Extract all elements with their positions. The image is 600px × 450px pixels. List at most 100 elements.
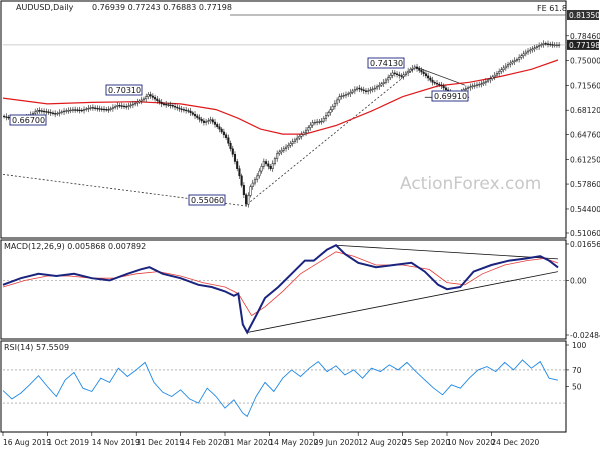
candle: [400, 73, 403, 79]
candle: [156, 95, 159, 104]
candle-body: [193, 114, 197, 117]
candle-body: [298, 136, 301, 139]
x-tick-label: 16 Aug 2019: [3, 438, 51, 447]
candle: [511, 59, 514, 66]
candle: [3, 114, 6, 119]
candle-body: [487, 79, 490, 82]
candle: [558, 41, 561, 48]
candle-body: [189, 110, 192, 113]
candle-body: [380, 83, 383, 86]
rsi-tick-label: 100: [572, 341, 587, 350]
candle: [540, 42, 543, 48]
candle: [54, 110, 57, 118]
candle-body: [118, 105, 121, 107]
candle: [80, 108, 83, 113]
candle-body: [495, 73, 498, 76]
candle: [300, 131, 303, 140]
candle-body: [469, 86, 472, 88]
candle-body: [344, 94, 348, 96]
candle-body: [482, 82, 485, 84]
candle-body: [69, 109, 72, 112]
candle-body: [396, 73, 399, 75]
candle-body: [376, 86, 379, 89]
candle: [229, 140, 232, 152]
candle: [280, 147, 283, 156]
candle: [320, 118, 323, 125]
candle: [296, 134, 299, 144]
candle: [415, 63, 419, 72]
candle: [433, 80, 436, 86]
candle: [209, 116, 212, 124]
candle: [413, 64, 416, 71]
candle-body: [107, 109, 110, 111]
candle: [213, 118, 217, 128]
candle: [316, 118, 319, 126]
fib-price-badge: [567, 10, 599, 20]
candle: [158, 98, 161, 105]
candle-body: [309, 124, 312, 128]
price-tick-label: 0.54400: [570, 205, 600, 214]
candle: [218, 123, 221, 133]
candle: [174, 103, 177, 111]
candle-body: [65, 110, 68, 112]
candle: [389, 72, 392, 81]
candle-body: [364, 90, 368, 92]
candle-body: [493, 74, 496, 78]
candle: [242, 182, 245, 198]
candle-body: [216, 124, 219, 127]
candle-body: [367, 90, 370, 92]
candle: [145, 93, 148, 102]
candle-body: [276, 153, 279, 159]
candle-body: [238, 168, 241, 177]
candle-body: [229, 142, 232, 149]
candle-body: [262, 161, 265, 167]
candle: [211, 117, 214, 125]
candle: [402, 71, 405, 80]
rsi-tick-label: 70: [572, 366, 582, 375]
candle: [473, 82, 476, 89]
candle-body: [391, 72, 394, 76]
candle: [220, 127, 223, 134]
candle-body: [313, 121, 316, 124]
candle-body: [427, 75, 430, 79]
candle-body: [522, 53, 525, 56]
candle: [293, 137, 296, 144]
level-annotation: 0.66700: [9, 114, 47, 126]
last-price-badge: [567, 39, 599, 50]
candle: [127, 102, 130, 110]
candle-body: [502, 67, 505, 70]
candle: [331, 104, 334, 112]
candle: [487, 77, 490, 84]
candle-body: [538, 45, 541, 47]
annotation-label: 0.66700: [12, 116, 45, 125]
candle-body: [211, 119, 214, 123]
annotation-label: 0.69910: [434, 92, 467, 101]
macd-layer: [2, 243, 566, 335]
level-annotation: 0.74130: [367, 57, 405, 69]
candle: [356, 86, 359, 92]
candle: [262, 158, 265, 170]
annotation-box: [367, 57, 405, 69]
candle-body: [198, 117, 201, 120]
candle-body: [398, 74, 401, 76]
candle: [43, 108, 46, 115]
macd-tick-label: 0.00: [570, 276, 587, 285]
candle-body: [5, 116, 8, 118]
candle-body: [78, 109, 81, 112]
candle-body: [240, 175, 243, 186]
candle-body: [540, 44, 543, 46]
candle: [427, 72, 430, 82]
candle: [69, 107, 72, 114]
candle-body: [347, 93, 350, 95]
candle: [478, 81, 481, 88]
candle-body: [389, 75, 392, 78]
candle-body: [415, 66, 419, 69]
candle-body: [63, 110, 66, 113]
candle: [65, 108, 68, 114]
candle-body: [207, 120, 210, 122]
candle: [187, 108, 190, 114]
candle: [87, 104, 90, 113]
candle: [411, 64, 414, 73]
candle-body: [509, 62, 512, 65]
candle: [147, 91, 150, 100]
